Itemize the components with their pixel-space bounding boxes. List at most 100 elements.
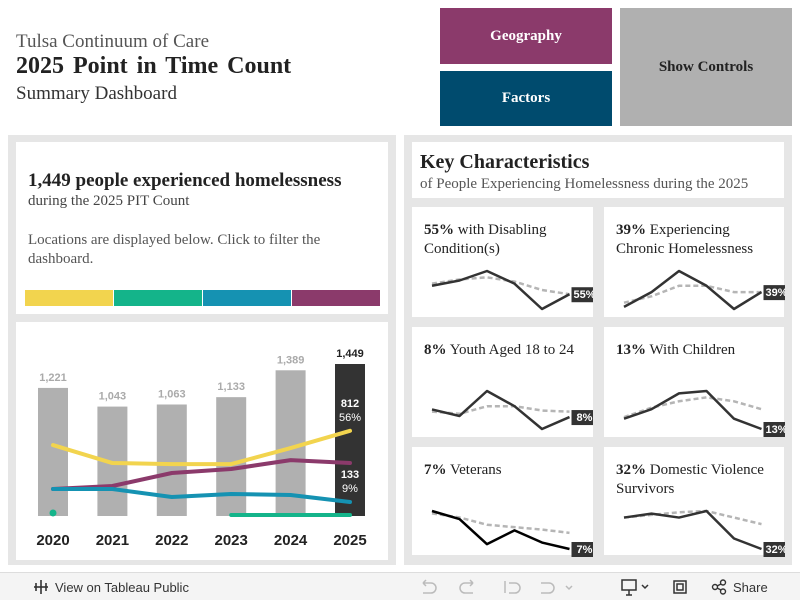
card-chart: 32% — [623, 509, 785, 557]
end-label-box — [571, 287, 593, 303]
location-segment[interactable] — [114, 290, 202, 306]
trend-line — [431, 512, 570, 535]
card-title: 8% Youth Aged 18 to 24 — [424, 341, 584, 360]
bar-label: 1,043 — [99, 391, 127, 403]
card-chart: 13% — [623, 389, 785, 437]
card-title: 55% with Disabling Condition(s) — [424, 221, 584, 259]
card-chart: 8% — [431, 389, 593, 431]
card-percent: 8% — [424, 342, 447, 358]
characteristic-card: 7% Veterans 7% — [412, 447, 593, 557]
card-label: with Disabling Condition(s) — [424, 222, 547, 257]
end-label: 32% — [765, 544, 785, 556]
end-label-box — [763, 422, 785, 437]
card-title: 13% With Children — [616, 341, 776, 360]
share-label: 9% — [342, 483, 358, 495]
header-line3: Summary Dashboard — [16, 83, 177, 104]
end-label: 13% — [765, 424, 785, 436]
trend-chart: 1,221 2020 1,043 2021 1,063 2022 1,133 2023 1,38… — [36, 348, 366, 549]
card-chart: 39% — [623, 269, 785, 311]
x-tick-label: 2021 — [96, 532, 129, 549]
characteristic-card: 8% Youth Aged 18 to 24 8% — [412, 327, 593, 437]
card-percent: 39% — [616, 222, 646, 238]
x-tick-label: 2024 — [274, 532, 308, 549]
value-line — [431, 269, 571, 311]
series-line — [51, 458, 352, 492]
bar-label: 1,133 — [217, 381, 245, 393]
share-label: 56% — [339, 412, 361, 424]
characteristics-header: Key Characteristics of People Experienci… — [412, 142, 784, 198]
value-line — [431, 389, 570, 431]
location-filter — [25, 290, 380, 306]
show-controls-button[interactable]: Show Controls — [620, 8, 792, 126]
end-label-box — [763, 542, 785, 557]
trend-line — [623, 396, 762, 419]
trend-line — [623, 509, 762, 526]
x-tick-label: 2020 — [36, 532, 69, 549]
bar — [38, 387, 68, 516]
card-title: 39% Experiencing Chronic Homelessness — [616, 221, 776, 259]
location-segment[interactable] — [203, 290, 291, 306]
end-label: 8% — [577, 412, 593, 424]
toolbar: View on Tableau Public Share — [0, 572, 800, 600]
end-label-box — [763, 285, 785, 301]
summary-subline: during the 2025 PIT Count — [28, 193, 190, 209]
card-percent: 55% — [424, 222, 454, 238]
series-line — [51, 428, 352, 467]
value-line — [431, 509, 570, 551]
series-line — [51, 487, 352, 505]
header-title: 2025 Point in Time Count — [16, 53, 292, 79]
trend-line — [623, 284, 762, 304]
card-title: 32% Domestic Violence Survivors — [616, 461, 776, 499]
end-label-box — [571, 410, 593, 426]
value-line — [623, 389, 762, 431]
view-on-tableau[interactable]: View on Tableau Public — [33, 579, 189, 595]
card-label: Domestic Violence Survivors — [616, 462, 764, 497]
end-label: 55% — [573, 289, 593, 301]
line-point — [49, 509, 57, 517]
trend-line — [431, 276, 570, 296]
summary-headline: 1,449 people experienced homelessness — [28, 170, 342, 191]
bar-label: 1,221 — [39, 372, 67, 384]
characteristics-subtitle: of People Experiencing Homelessness duri… — [420, 176, 749, 192]
end-label: 39% — [765, 287, 785, 299]
card-label: Experiencing Chronic Homelessness — [616, 222, 754, 257]
characteristic-card: 55% with Disabling Condition(s)55% — [412, 207, 593, 317]
x-tick-label: 2023 — [215, 532, 248, 549]
tableau-icon — [34, 580, 48, 594]
bar — [335, 364, 365, 516]
factors-button[interactable]: Factors — [440, 71, 612, 126]
card-label: With Children — [649, 342, 736, 358]
share-label: Share — [733, 579, 768, 595]
card-percent: 7% — [424, 462, 447, 478]
bar-label: 1,063 — [158, 388, 186, 400]
value-label: 812 — [341, 398, 359, 410]
location-segment[interactable] — [25, 290, 113, 306]
bar-label: 1,449 — [336, 348, 364, 360]
summary-note: Locations are displayed below. Click to … — [28, 232, 321, 267]
card-percent: 32% — [616, 462, 646, 478]
location-segment[interactable] — [292, 290, 380, 306]
value-line — [623, 509, 762, 551]
trend-line — [431, 404, 570, 416]
value-line — [623, 269, 763, 311]
x-tick-label: 2022 — [155, 532, 188, 549]
card-percent: 13% — [616, 342, 646, 358]
header-line1: Tulsa Continuum of Care — [16, 31, 209, 52]
share-button[interactable]: Share — [711, 579, 768, 595]
undo-redo-icons — [422, 579, 573, 594]
card-chart: 55% — [431, 269, 593, 311]
share-icon — [711, 579, 727, 595]
card-label: Veterans — [449, 462, 502, 478]
view-icons[interactable] — [620, 577, 700, 597]
card-chart: 7% — [431, 509, 593, 557]
end-label-box — [571, 542, 593, 557]
bar-label: 1,389 — [277, 354, 305, 366]
geography-button[interactable]: Geography — [440, 8, 612, 64]
bar — [156, 404, 187, 516]
characteristics-title: Key Characteristics — [420, 151, 590, 173]
value-label: 133 — [341, 469, 359, 481]
x-tick-label: 2025 — [333, 532, 366, 549]
